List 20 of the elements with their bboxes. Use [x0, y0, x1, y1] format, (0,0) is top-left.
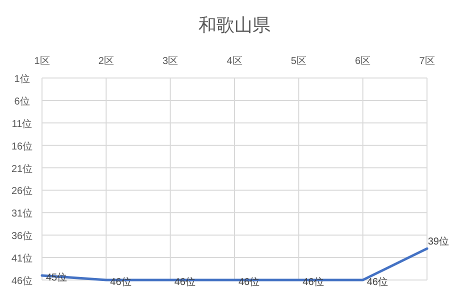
data-label: 46位	[366, 276, 388, 288]
y-tick-label: 16位	[11, 140, 33, 152]
y-tick-label: 1位	[14, 73, 30, 85]
y-tick-label: 31位	[11, 208, 33, 220]
data-label: 39位	[428, 236, 449, 248]
x-tick-label: 7区	[419, 56, 435, 67]
x-tick-label: 4区	[226, 56, 242, 67]
y-tick-label: 6位	[14, 95, 30, 108]
y-tick-label: 46位	[11, 275, 33, 287]
x-tick-label: 2区	[98, 56, 114, 67]
y-tick-label: 21位	[11, 162, 33, 175]
y-tick-label: 11位	[12, 118, 32, 130]
x-tick-label: 1区	[34, 56, 50, 67]
y-tick-label: 36位	[11, 230, 33, 242]
x-tick-label: 3区	[162, 56, 178, 67]
x-tick-label: 6区	[355, 56, 371, 67]
y-tick-label: 26位	[11, 185, 33, 198]
x-tick-label: 5区	[290, 56, 306, 67]
y-tick-label: 41位	[11, 252, 33, 265]
chart-title: 和歌山県	[198, 15, 270, 35]
